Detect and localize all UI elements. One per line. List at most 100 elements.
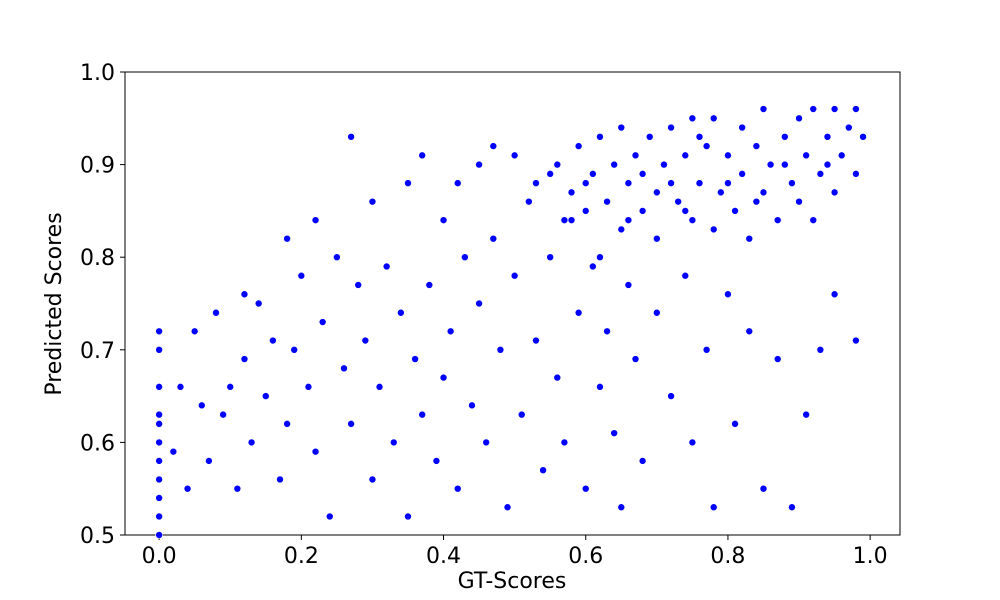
- point: [197, 401, 206, 410]
- point: [155, 327, 163, 336]
- point: [240, 290, 249, 299]
- point: [389, 438, 398, 447]
- point: [176, 383, 185, 391]
- point: [709, 503, 718, 512]
- point: [347, 420, 355, 428]
- point: [461, 253, 469, 262]
- point: [155, 420, 163, 428]
- point: [404, 179, 412, 187]
- point: [261, 392, 270, 400]
- point: [709, 114, 718, 123]
- point: [546, 253, 554, 262]
- point: [354, 281, 363, 289]
- point: [290, 345, 299, 354]
- point: [155, 345, 163, 354]
- point: [475, 160, 483, 169]
- point: [830, 105, 839, 113]
- point: [155, 410, 163, 419]
- point: [688, 438, 697, 447]
- point: [660, 160, 668, 169]
- point: [823, 133, 832, 141]
- point: [837, 151, 846, 160]
- point: [631, 355, 640, 363]
- point: [681, 151, 690, 160]
- point: [717, 188, 725, 197]
- point: [852, 336, 860, 345]
- point: [589, 262, 597, 271]
- point: [724, 179, 732, 187]
- point: [432, 457, 441, 465]
- point: [318, 318, 327, 326]
- point: [155, 531, 163, 539]
- plot-frame: [124, 71, 901, 536]
- point: [375, 383, 384, 391]
- point: [525, 197, 533, 206]
- point: [724, 151, 732, 160]
- point: [532, 179, 540, 187]
- point: [240, 355, 249, 363]
- point: [368, 475, 377, 484]
- point: [795, 197, 803, 206]
- point: [681, 207, 690, 215]
- point: [546, 170, 554, 178]
- point: [589, 170, 597, 178]
- point: [503, 503, 512, 512]
- point: [226, 383, 235, 391]
- point: [183, 484, 192, 493]
- point: [596, 133, 604, 141]
- point: [233, 484, 242, 493]
- point: [581, 207, 590, 215]
- point: [852, 170, 860, 178]
- point: [247, 438, 256, 447]
- point: [603, 327, 611, 336]
- y-tick-label: 0.7: [80, 339, 115, 364]
- point: [624, 179, 633, 187]
- y-tick-label: 0.6: [80, 431, 115, 456]
- point: [624, 216, 633, 224]
- point: [759, 105, 768, 113]
- point: [439, 373, 448, 382]
- x-tick-label: 0.6: [568, 544, 603, 569]
- point: [517, 410, 526, 419]
- point: [425, 281, 434, 289]
- point: [766, 160, 775, 169]
- point: [283, 234, 291, 243]
- point: [567, 188, 576, 197]
- point: [468, 401, 476, 410]
- point: [738, 123, 746, 132]
- point: [781, 160, 789, 169]
- point: [745, 327, 754, 336]
- x-tick-label: 1.0: [853, 544, 888, 569]
- point: [788, 179, 796, 187]
- point: [752, 142, 761, 150]
- point: [688, 114, 697, 123]
- point: [674, 197, 682, 206]
- point: [603, 197, 611, 206]
- point: [845, 123, 853, 132]
- point: [446, 327, 455, 336]
- point: [702, 345, 711, 354]
- y-axis-label: Predicted Scores: [42, 212, 67, 395]
- point: [667, 123, 675, 132]
- point: [617, 225, 626, 234]
- point: [581, 484, 590, 493]
- point: [574, 308, 583, 317]
- point: [254, 299, 263, 308]
- point: [439, 216, 448, 224]
- point: [809, 105, 818, 113]
- point: [638, 207, 647, 215]
- point: [453, 179, 462, 187]
- point: [653, 234, 661, 243]
- point: [617, 123, 626, 132]
- point: [382, 262, 391, 271]
- point: [411, 355, 419, 363]
- point: [816, 345, 825, 354]
- point: [475, 299, 483, 308]
- point: [560, 216, 569, 224]
- y-tick-label: 1.0: [80, 61, 115, 86]
- point: [553, 160, 562, 169]
- point: [361, 336, 370, 345]
- point: [773, 216, 782, 224]
- point: [759, 484, 768, 493]
